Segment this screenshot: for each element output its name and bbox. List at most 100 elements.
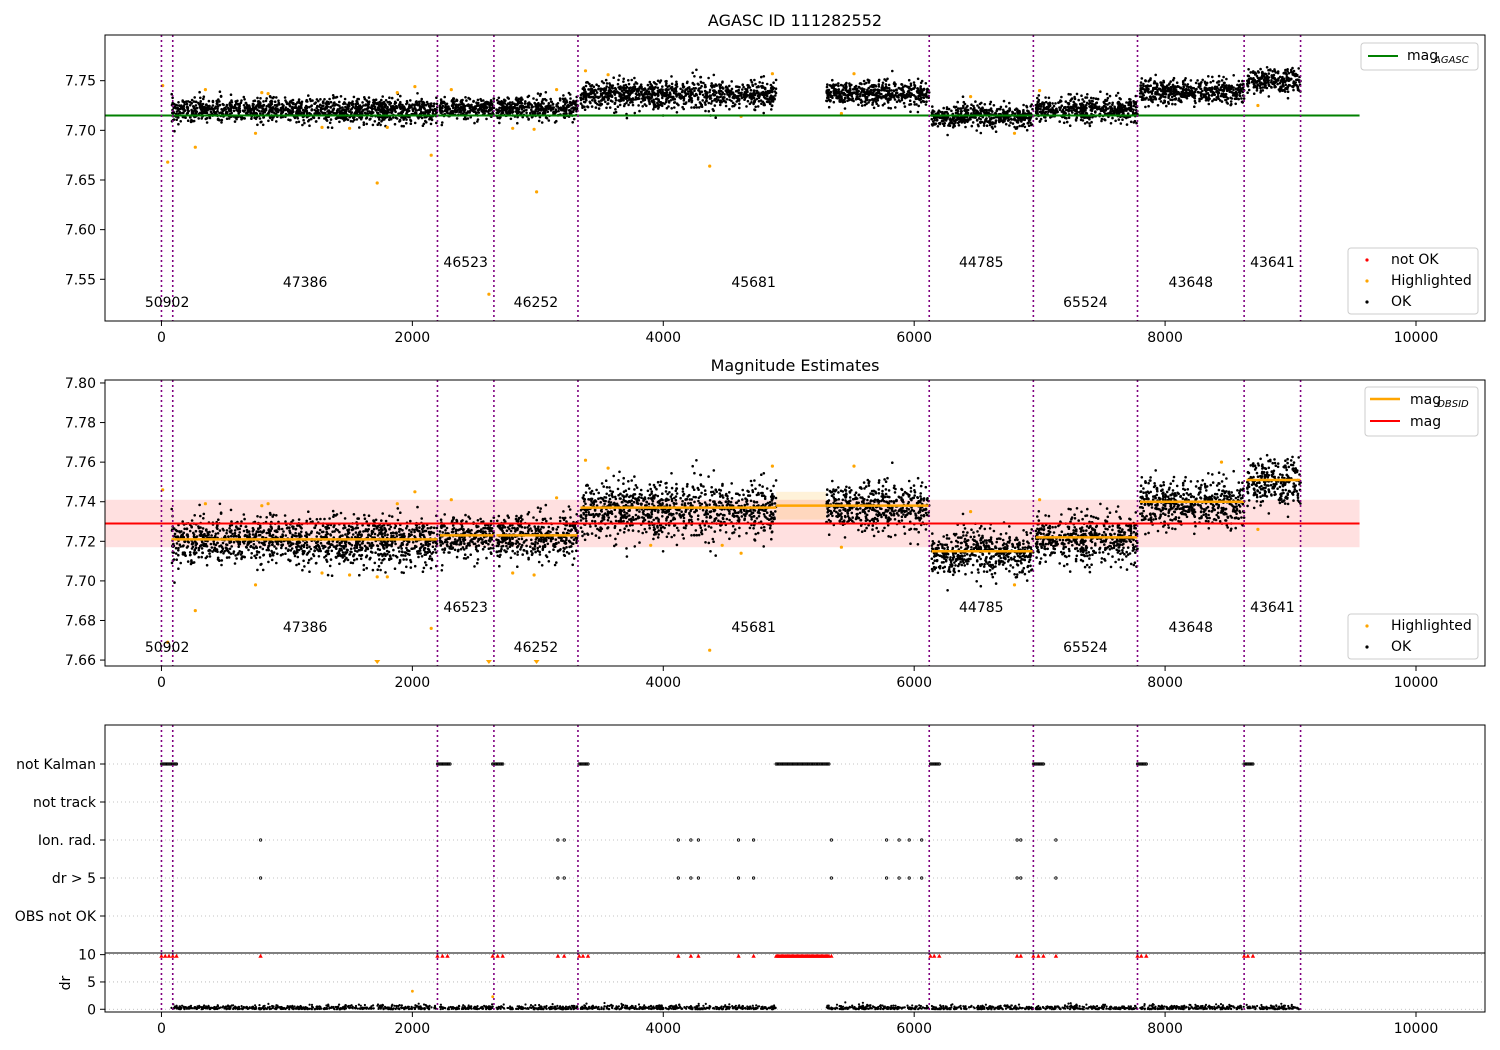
ok-point [418,102,421,105]
ok-point [313,108,316,112]
ok-point [1225,101,1229,104]
ok-point [881,103,885,107]
ok-point [1142,82,1145,86]
ok-point [190,119,193,123]
ok-point [306,100,309,103]
ok-point [504,109,508,113]
ok-point [877,79,881,83]
ok-point [622,77,625,81]
ok-point [619,87,622,91]
ok-point [979,131,983,135]
ok-point [1067,116,1071,120]
ok-point [381,107,385,110]
ok-point [1225,84,1228,87]
ok-point [1058,120,1061,123]
ok-point [1084,96,1087,99]
ok-point [1229,103,1232,107]
ok-point [963,102,967,106]
ok-point [1040,102,1043,106]
ok-point [644,96,647,99]
ok-point [1034,103,1038,107]
ok-point [325,103,328,106]
ok-point [268,108,272,112]
ok-point [386,105,389,109]
ok-point [654,105,657,109]
ok-point [892,89,896,93]
ok-point [1181,87,1185,91]
ok-point [975,109,978,112]
ok-point [1011,122,1015,125]
ok-point [841,88,845,91]
ok-point [749,92,752,95]
ok-point [572,117,576,121]
ok-point [508,110,511,113]
ok-point [252,99,255,103]
ok-point [371,107,375,110]
ok-point [1088,124,1092,128]
ok-point [189,115,192,119]
ok-point [394,116,398,120]
ok-point [1030,123,1033,127]
ok-point [759,99,763,102]
ok-point [1094,110,1097,113]
ok-point [267,103,271,106]
ok-point [710,82,713,85]
ok-point [253,107,257,110]
ok-point [977,117,981,120]
ok-point [974,116,977,119]
ok-point [1108,94,1112,98]
ok-point [867,86,870,90]
ok-point [1129,101,1133,105]
ok-point [505,103,509,107]
ok-point [1081,98,1084,101]
ok-point [585,80,589,84]
ok-point [1068,106,1071,110]
ok-point [454,110,457,114]
ok-point [1216,94,1220,98]
ok-point [229,93,233,96]
ok-point [1119,122,1123,125]
ok-point [912,81,916,84]
ok-point [272,95,276,99]
ok-point [343,97,347,101]
ok-point [1140,77,1144,80]
ok-point [328,121,332,125]
x-tick-label: 10000 [1394,330,1439,346]
ok-point [381,95,385,98]
ok-point [611,90,615,94]
ok-point [516,115,519,119]
ok-point [183,115,187,119]
ok-point [647,87,650,91]
ok-point [905,94,908,97]
ok-point [719,103,722,107]
ok-point [913,86,916,89]
ok-point [1009,121,1012,124]
ok-point [376,123,380,126]
ok-point [837,95,840,99]
ok-point [1241,79,1244,83]
ok-point [1026,122,1029,125]
ok-point [273,100,277,103]
ok-point [1094,97,1098,100]
ok-point [825,89,829,92]
ok-point [1001,119,1005,122]
ok-point [1206,92,1210,95]
ok-point [335,117,338,120]
ok-point [870,98,874,101]
ok-point [362,123,366,126]
ok-point [1049,108,1052,112]
ok-point [441,110,445,113]
ok-point [301,108,305,112]
ok-point [1074,119,1078,122]
ok-point [355,118,359,121]
ok-point [831,78,834,82]
ok-point [657,99,660,102]
ok-point [413,121,417,125]
ok-point [319,110,323,113]
ok-point [658,101,662,104]
ok-point [950,109,953,113]
ok-point [182,111,185,114]
ok-point [652,91,656,94]
ok-point [884,94,887,97]
ok-point [621,89,624,93]
